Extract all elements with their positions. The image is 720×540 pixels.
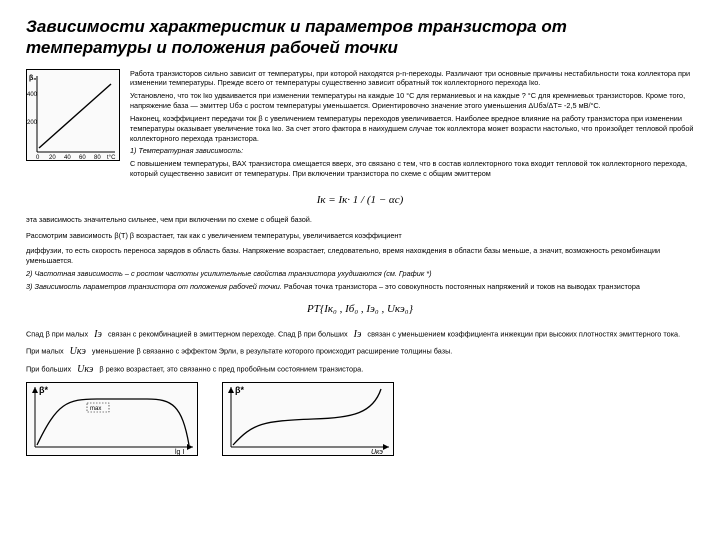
- svg-text:β*: β*: [39, 385, 48, 395]
- svg-text:20: 20: [49, 155, 56, 160]
- svg-text:β*: β*: [235, 385, 244, 395]
- p-uke-big: При больших Uкэ β резко возрастает, это …: [26, 363, 694, 377]
- symbol-uke-2: Uкэ: [73, 363, 97, 377]
- symbol-uke-1: Uкэ: [66, 345, 90, 359]
- heading-wp-line: 3) Зависимость параметров транзистора от…: [26, 282, 694, 292]
- txt-10a: При малых: [26, 347, 66, 356]
- svg-text:40: 40: [64, 155, 71, 160]
- txt-9b: связан с рекомбинацией в эмиттерном пере…: [108, 329, 350, 338]
- svg-text:80: 80: [94, 155, 101, 160]
- svg-text:200: 200: [27, 120, 38, 126]
- formula-pt: PT{Iк₀ , Iб₀ , Iэ₀ , Uкэ₀}: [299, 298, 421, 321]
- p-intro-1: Работа транзисторов сильно зависит от те…: [130, 69, 694, 89]
- heading-temp-dep: 1) Температурная зависимость:: [130, 146, 694, 156]
- formula-ic: Iк = Iк· 1 / (1 − αс): [309, 189, 412, 212]
- page-title: Зависимости характеристик и параметров т…: [26, 16, 694, 59]
- p-intro-2: Установлено, что ток Iко удваивается при…: [130, 91, 694, 111]
- chart-beta-vs-uke: β* Uкэ: [222, 382, 394, 456]
- heading-freq: 2) Частотная зависимость – с ростом част…: [26, 269, 694, 279]
- symbol-ie-small: Iэ: [90, 328, 106, 342]
- chart-beta-vs-temp: β₀ 400 200 0 20 40 60 80 t°C: [26, 69, 120, 161]
- svg-text:400: 400: [27, 92, 38, 98]
- p-diffusion: диффузии, то есть скорость переноса заря…: [26, 246, 694, 266]
- heading-wp: 3) Зависимость параметров транзистора от…: [26, 282, 282, 291]
- txt-11b: β резко возрастает, это связанно с пред …: [99, 364, 363, 373]
- txt-9a: Спад β при малых: [26, 329, 90, 338]
- p-intro-3: Наконец, коэффициент передачи ток β с ув…: [130, 114, 694, 144]
- p-spad: Спад β при малых Iэ связан с рекомбинаци…: [26, 328, 694, 342]
- p-uke-small: При малых Uкэ уменьшение β связанно с эф…: [26, 345, 694, 359]
- txt-10b: уменьшение β связанно с эффектом Эрли, в…: [92, 347, 452, 356]
- svg-text:β₀: β₀: [29, 75, 36, 82]
- chart-beta-vs-logI: β* lg I max: [26, 382, 198, 456]
- svg-text:60: 60: [79, 155, 86, 160]
- symbol-ie-big: Iэ: [350, 328, 366, 342]
- p-wp-desc: Рабочая точка транзистора – это совокупн…: [282, 282, 640, 291]
- svg-text:Uкэ: Uкэ: [371, 449, 383, 455]
- p-beta-t: Рассмотрим зависимость β(T) β возрастает…: [26, 231, 694, 241]
- txt-11a: При больших: [26, 364, 73, 373]
- txt-9c: связан с уменьшением коэффициента инжекц…: [367, 329, 680, 338]
- svg-text:max: max: [90, 406, 101, 412]
- p-temp-1: С повышением температуры, ВАХ транзистор…: [130, 159, 694, 179]
- p-after-formula: эта зависимость значительно сильнее, чем…: [26, 215, 694, 225]
- svg-text:t°C: t°C: [107, 155, 116, 160]
- svg-text:lg I: lg I: [175, 449, 184, 455]
- intro-block: Работа транзисторов сильно зависит от те…: [130, 69, 694, 182]
